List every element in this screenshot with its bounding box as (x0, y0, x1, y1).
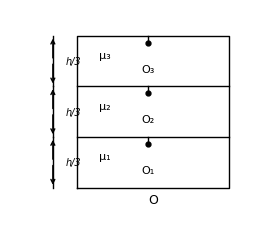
Text: O₃: O₃ (142, 64, 155, 74)
Text: h/3: h/3 (66, 107, 82, 117)
Text: h/3: h/3 (66, 57, 82, 67)
Text: O₂: O₂ (142, 115, 155, 125)
Text: h/3: h/3 (66, 158, 82, 168)
Text: μ₁: μ₁ (99, 152, 110, 161)
Text: μ₃: μ₃ (99, 51, 110, 61)
Text: O₁: O₁ (142, 165, 155, 175)
Text: O: O (148, 193, 158, 206)
Text: μ₂: μ₂ (99, 101, 110, 111)
